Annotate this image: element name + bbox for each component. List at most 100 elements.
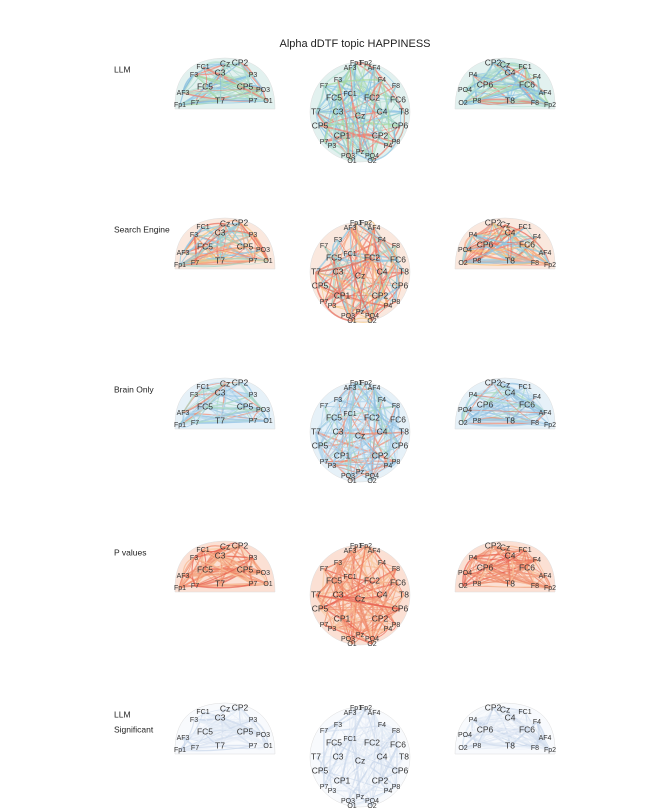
connection <box>182 731 206 740</box>
electrode-label: FC1 <box>343 411 356 418</box>
electrode-label: T8 <box>399 426 409 436</box>
connection <box>262 572 269 585</box>
electrode-label: Fp1 <box>174 262 186 269</box>
electrode-label: O1 <box>263 258 272 265</box>
electrode-label: CP2 <box>232 702 249 712</box>
electrode-label: FC6 <box>390 577 406 587</box>
connection <box>194 223 226 264</box>
connection <box>347 760 361 802</box>
connection <box>315 594 333 630</box>
connection <box>387 624 397 631</box>
connection <box>484 404 551 426</box>
electrode-label: O2 <box>458 100 467 107</box>
connection <box>534 575 546 587</box>
connection <box>202 549 246 571</box>
connection <box>464 89 546 94</box>
connection <box>193 234 254 238</box>
connection <box>351 320 373 323</box>
connection <box>224 63 254 76</box>
connection <box>371 744 399 802</box>
connection <box>359 435 389 467</box>
electrode-label: FC2 <box>364 737 380 747</box>
electrode-label: Fp2 <box>360 220 372 227</box>
electrode-label: T7 <box>215 255 225 265</box>
connection <box>219 382 241 422</box>
connection <box>194 569 246 587</box>
connection <box>484 729 551 751</box>
connection <box>341 618 373 640</box>
connection <box>355 382 401 447</box>
electrode-label: FC5 <box>197 81 213 91</box>
connection <box>462 719 474 749</box>
connection <box>524 549 551 589</box>
electrode-label: P8 <box>392 299 401 306</box>
connection <box>484 729 511 747</box>
electrode-label: FC1 <box>343 91 356 98</box>
connection <box>371 259 399 317</box>
connection <box>319 382 357 447</box>
electrode-label: P7 <box>320 299 329 306</box>
electrode-label: PO4 <box>458 407 472 414</box>
connection <box>381 568 397 596</box>
electrode-label: AF4 <box>539 735 552 742</box>
connection <box>319 125 373 162</box>
connection <box>476 98 536 104</box>
connection <box>179 745 254 751</box>
connection <box>504 709 551 751</box>
connection <box>492 545 511 557</box>
connection <box>365 382 373 482</box>
connection <box>349 712 353 807</box>
connection <box>337 430 383 433</box>
electrode-label: PO4 <box>458 732 472 739</box>
electrode-label: Pz <box>356 632 365 639</box>
electrode-label: CP6 <box>392 280 409 290</box>
connection <box>193 63 226 76</box>
connection <box>319 125 389 147</box>
connection <box>323 382 357 463</box>
electrode-label: FC1 <box>196 384 209 391</box>
electrode-label: PO3 <box>256 247 270 254</box>
connection <box>484 244 551 266</box>
connection <box>337 79 353 162</box>
electrode-label: P3 <box>328 626 337 633</box>
connection <box>381 239 401 287</box>
electrode-label: AF4 <box>368 65 381 72</box>
electrode-label: CP5 <box>237 726 254 736</box>
connection <box>492 222 551 266</box>
electrode-label: Fp1 <box>350 705 362 712</box>
connection <box>464 64 506 91</box>
electrode-label: FC1 <box>196 709 209 716</box>
electrode-label: Fp2 <box>360 60 372 67</box>
connection <box>202 66 221 102</box>
electrode-label: AF3 <box>177 410 190 417</box>
electrode-label: PO4 <box>458 247 472 254</box>
connection <box>364 545 373 640</box>
connection <box>323 568 397 626</box>
connection <box>182 545 241 577</box>
connection <box>319 550 375 610</box>
electrode-label: C3 <box>215 67 226 77</box>
electrode-label: FC6 <box>519 239 535 249</box>
head-plot: FC1 Cz CP2 F3 C3 P3 FC5 CP5 AF3 T7 Fp1 F7 P7 PO3 O1 <box>174 702 276 755</box>
electrode-label: FC6 <box>390 414 406 424</box>
connection <box>337 594 383 599</box>
connection <box>354 62 361 117</box>
connection <box>182 394 195 414</box>
connection <box>370 550 375 582</box>
connection <box>379 125 401 137</box>
connection <box>323 79 383 87</box>
electrode-label: O1 <box>263 418 272 425</box>
connection <box>194 406 206 424</box>
connection <box>464 62 494 91</box>
electrode-label: PO3 <box>341 636 355 643</box>
connection <box>319 580 335 610</box>
connection <box>462 572 467 587</box>
electrode-label: FC5 <box>326 92 342 102</box>
electrode-label: FC2 <box>364 412 380 422</box>
connection <box>179 99 254 106</box>
electrode-label: P4 <box>469 717 478 724</box>
electrode-label: Fp1 <box>174 102 186 109</box>
connection <box>365 707 383 758</box>
electrode-label: PO3 <box>341 798 355 805</box>
